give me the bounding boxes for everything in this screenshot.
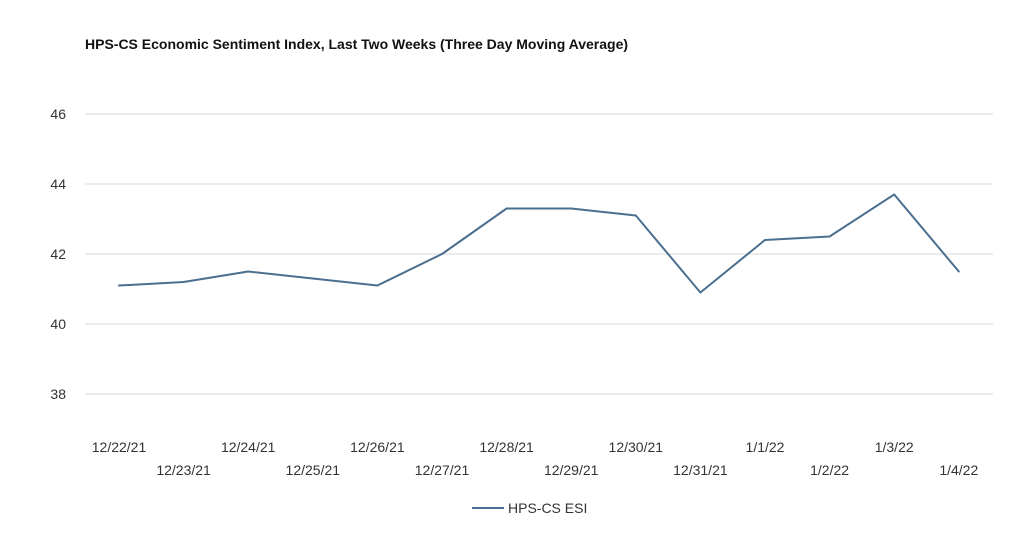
data-point xyxy=(118,284,120,287)
data-point xyxy=(505,207,508,210)
legend-label: HPS-CS ESI xyxy=(508,500,588,516)
x-tick-label: 1/3/22 xyxy=(875,439,914,455)
data-point xyxy=(441,253,443,255)
data-point xyxy=(311,277,314,280)
legend-swatch xyxy=(472,507,504,509)
data-point xyxy=(247,270,250,273)
chart-title: HPS-CS Economic Sentiment Index, Last Tw… xyxy=(85,36,629,52)
series-line xyxy=(118,193,960,294)
x-tick-label: 12/23/21 xyxy=(156,462,211,478)
y-tick-label: 38 xyxy=(50,386,66,402)
y-tick-label: 40 xyxy=(50,316,66,332)
x-tick-label: 12/31/21 xyxy=(673,462,728,478)
data-point xyxy=(699,291,702,294)
data-point xyxy=(764,239,766,241)
x-tick-label: 1/4/22 xyxy=(939,462,978,478)
data-point xyxy=(376,284,379,287)
data-point xyxy=(828,235,831,238)
data-point xyxy=(634,214,637,217)
y-tick-label: 42 xyxy=(50,246,66,262)
x-axis-ticks: 12/22/21 12/23/21 12/24/21 12/25/21 12/26/21… xyxy=(92,439,979,478)
legend: HPS-CS ESI xyxy=(472,500,587,516)
x-tick-label: 1/2/22 xyxy=(810,462,849,478)
x-tick-label: 12/27/21 xyxy=(415,462,470,478)
x-tick-label: 12/28/21 xyxy=(479,439,534,455)
data-point xyxy=(957,270,960,273)
y-tick-label: 44 xyxy=(50,176,66,192)
data-point xyxy=(893,193,896,196)
x-tick-label: 1/1/22 xyxy=(746,439,785,455)
x-tick-label: 12/22/21 xyxy=(92,439,147,455)
x-tick-label: 12/26/21 xyxy=(350,439,405,455)
series-lines xyxy=(118,193,960,294)
y-tick-label: 46 xyxy=(50,106,66,122)
x-tick-label: 12/30/21 xyxy=(609,439,664,455)
x-tick-label: 12/25/21 xyxy=(286,462,341,478)
gridlines xyxy=(85,113,993,395)
data-point xyxy=(570,207,573,210)
data-point xyxy=(182,281,185,283)
x-tick-label: 12/29/21 xyxy=(544,462,599,478)
x-tick-label: 12/24/21 xyxy=(221,439,276,455)
y-axis-ticks: 38 40 42 44 46 xyxy=(50,106,66,402)
